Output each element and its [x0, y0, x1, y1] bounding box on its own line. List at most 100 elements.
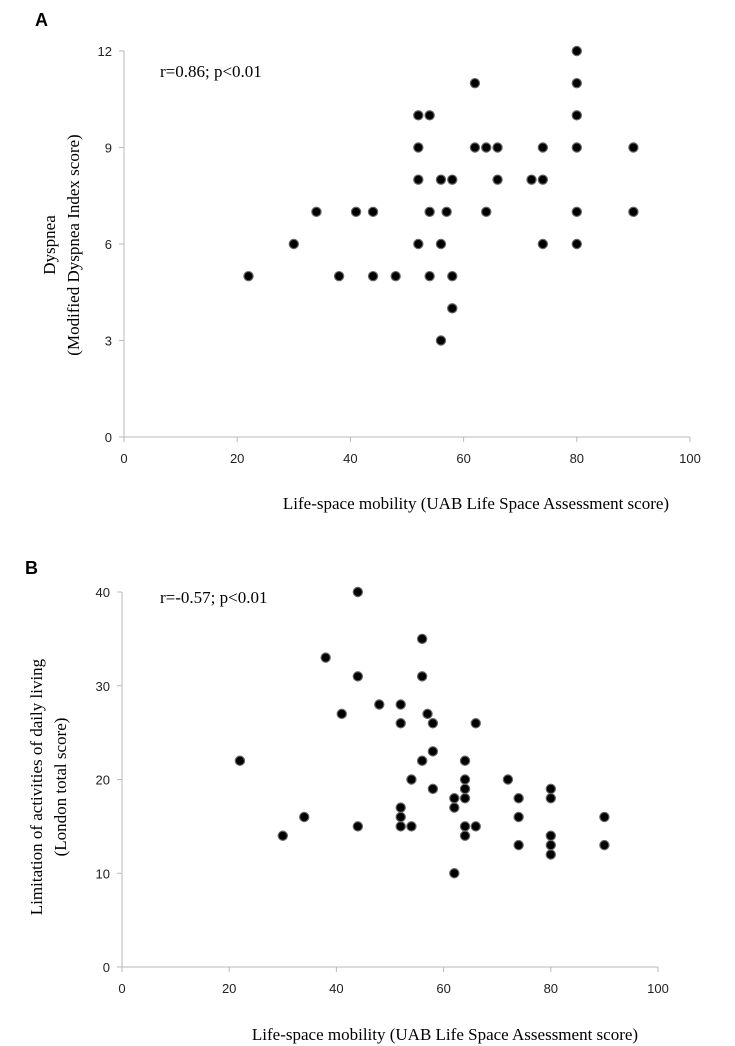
scatter-point — [545, 783, 557, 795]
y-axis-title-line-1: Limitation of activities of daily living — [27, 658, 46, 915]
scatter-point — [413, 238, 424, 250]
y-tick-label: 6 — [105, 237, 112, 252]
scatter-point — [599, 839, 610, 851]
y-axis-title-line-1: Dyspnea — [40, 215, 59, 275]
scatter-point — [545, 839, 557, 851]
scatter-point — [427, 718, 439, 729]
scatter-point — [545, 849, 557, 860]
y-tick-label: 30 — [96, 679, 110, 694]
scatter-point — [320, 652, 331, 663]
scatter-point — [599, 811, 610, 823]
scatter-point — [459, 793, 471, 804]
x-tick-label: 80 — [570, 451, 584, 466]
x-tick-label: 100 — [679, 451, 701, 466]
scatter-point — [395, 699, 406, 710]
scatter-point — [513, 793, 524, 804]
scatter-point — [424, 110, 435, 121]
x-tick-label: 0 — [118, 981, 125, 996]
x-tick-label: 80 — [544, 981, 558, 996]
scatter-point — [469, 142, 481, 153]
scatter-point — [243, 270, 254, 282]
scatter-point — [395, 718, 406, 729]
scatter-point — [352, 821, 364, 832]
scatter-point — [350, 206, 362, 218]
scatter-point — [449, 868, 460, 879]
y-tick-label: 0 — [103, 960, 110, 975]
y-tick-label: 3 — [105, 334, 112, 349]
panel-letter: A — [35, 10, 48, 30]
scatter-point — [374, 699, 385, 710]
scatter-point — [427, 783, 439, 795]
scatter-point — [352, 586, 364, 598]
scatter-point — [416, 633, 428, 645]
scatter-point — [459, 755, 471, 766]
scatter-point — [336, 708, 347, 720]
scatter-point — [470, 821, 481, 832]
scatter-point — [311, 206, 322, 218]
scatter-point — [459, 830, 471, 841]
scatter-point — [352, 671, 364, 682]
x-tick-label: 20 — [230, 451, 244, 466]
x-tick-label: 0 — [120, 451, 127, 466]
scatter-point — [545, 793, 557, 804]
scatter-point — [469, 77, 481, 89]
x-tick-label: 40 — [343, 451, 357, 466]
scatter-point — [571, 110, 583, 121]
scatter-point — [416, 755, 428, 766]
scatter-point — [526, 174, 537, 185]
y-tick-label: 0 — [105, 430, 112, 445]
scatter-point — [277, 830, 288, 841]
scatter-point — [628, 206, 639, 218]
correlation-annotation: r=-0.57; p<0.01 — [160, 588, 267, 607]
scatter-point — [395, 821, 406, 832]
scatter-point — [441, 206, 452, 218]
scatter-point — [406, 821, 417, 832]
scatter-point — [447, 174, 458, 185]
scatter-point — [406, 774, 417, 785]
x-axis-title: Life-space mobility (UAB Life Space Asse… — [283, 494, 669, 513]
scatter-point — [449, 802, 460, 813]
x-tick-label: 20 — [222, 981, 236, 996]
scatter-point — [513, 811, 524, 823]
scatter-point — [537, 142, 549, 153]
scatter-point — [537, 174, 549, 185]
scatter-point — [333, 270, 345, 282]
scatter-point — [367, 270, 379, 282]
scatter-point — [435, 174, 447, 185]
scatter-point — [424, 206, 435, 218]
x-tick-label: 60 — [456, 451, 470, 466]
scatter-point — [413, 110, 424, 121]
scatter-point — [449, 793, 460, 804]
scatter-point — [299, 811, 310, 823]
scatter-point — [447, 303, 458, 314]
scatter-point — [513, 839, 524, 851]
x-tick-label: 60 — [436, 981, 450, 996]
scatter-point — [502, 774, 514, 785]
scatter-point — [492, 142, 503, 153]
scatter-point — [234, 755, 246, 766]
scatter-point — [571, 45, 583, 57]
scatter-point — [367, 206, 379, 218]
scatter-point — [427, 746, 439, 757]
scatter-point — [422, 708, 433, 720]
scatter-point — [628, 142, 639, 153]
scatter-point — [424, 270, 435, 282]
panel-b: B r=-0.57; p<0.01 Life-space mobility (U… — [25, 558, 669, 1044]
scatter-point — [435, 238, 447, 250]
scatter-point — [447, 270, 458, 282]
scatter-point — [459, 821, 471, 832]
scatter-point — [435, 335, 447, 346]
scatter-point — [571, 142, 583, 153]
y-tick-label: 40 — [96, 585, 110, 600]
scatter-point — [545, 830, 557, 841]
scatter-point — [413, 174, 424, 185]
scatter-point — [481, 206, 492, 218]
y-axis-title-line-2: (Modified Dyspnea Index score) — [64, 134, 83, 355]
scatter-point — [395, 802, 406, 813]
axes: 0 20 40 60 80 100 0 3 6 9 12 — [98, 44, 701, 466]
scatter-point — [470, 718, 481, 729]
y-tick-label: 10 — [96, 866, 110, 881]
scatter-points — [234, 586, 610, 879]
y-tick-label: 12 — [98, 44, 112, 59]
